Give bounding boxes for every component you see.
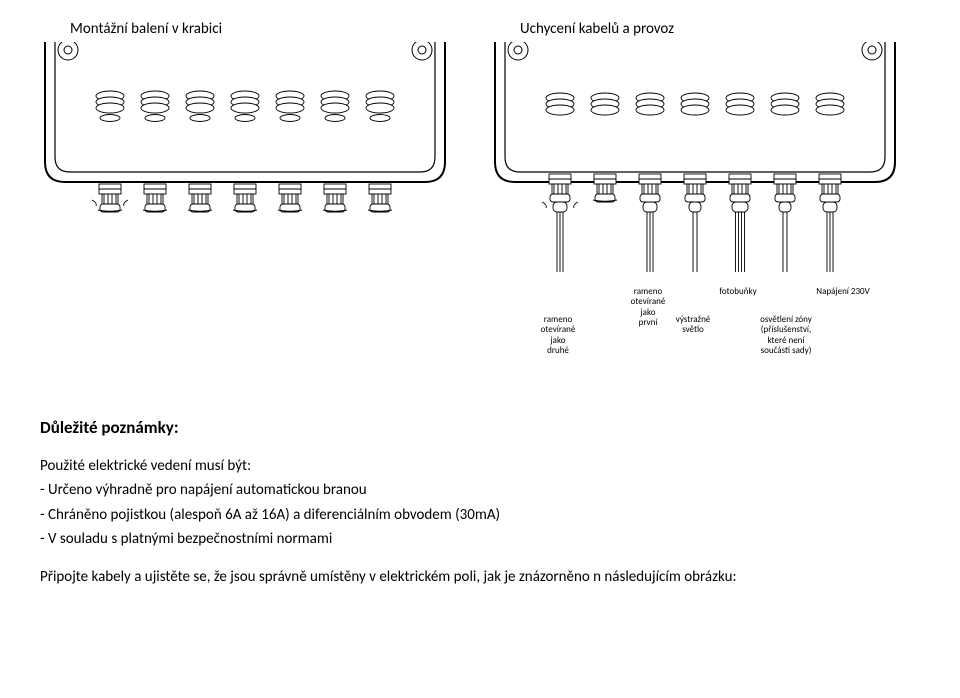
right-svg bbox=[490, 42, 900, 287]
label-arm-second: ramenootevíranéjakodruhé bbox=[528, 315, 588, 356]
label-zone-light: osvětlení zóny(příslušenství,které nenís… bbox=[750, 315, 822, 356]
notes-line1: Použité elektrické vedení musí být: bbox=[40, 456, 920, 476]
notes-bullet1: - Určeno výhradně pro napájení automatic… bbox=[40, 480, 920, 500]
left-title: Montážní balení v krabici bbox=[40, 20, 450, 38]
right-title: Uchycení kabelů a provoz bbox=[490, 20, 900, 38]
right-enclosure-block: Uchycení kabelů a provoz bbox=[490, 20, 900, 377]
notes-bullet2: - Chráněno pojistkou (alespoň 6A až 16A)… bbox=[40, 505, 920, 525]
notes-heading: Důležité poznámky: bbox=[40, 417, 920, 438]
left-svg bbox=[40, 42, 450, 227]
notes-para2: Připojte kabely a ujistěte se, že jsou s… bbox=[40, 567, 920, 587]
notes-bullet3: - V souladu s platnými bezpečnostními no… bbox=[40, 529, 920, 549]
diagram-row: Montážní balení v krabici bbox=[40, 20, 920, 377]
label-power-230v: Napájení 230V bbox=[808, 287, 878, 297]
right-labels: ramenootevíranéjakodruhé ramenootevírané… bbox=[490, 287, 900, 377]
label-warning-light: výstražnésvětlo bbox=[663, 315, 723, 336]
left-enclosure-block: Montážní balení v krabici bbox=[40, 20, 450, 377]
notes-body: Použité elektrické vedení musí být: - Ur… bbox=[40, 456, 920, 587]
